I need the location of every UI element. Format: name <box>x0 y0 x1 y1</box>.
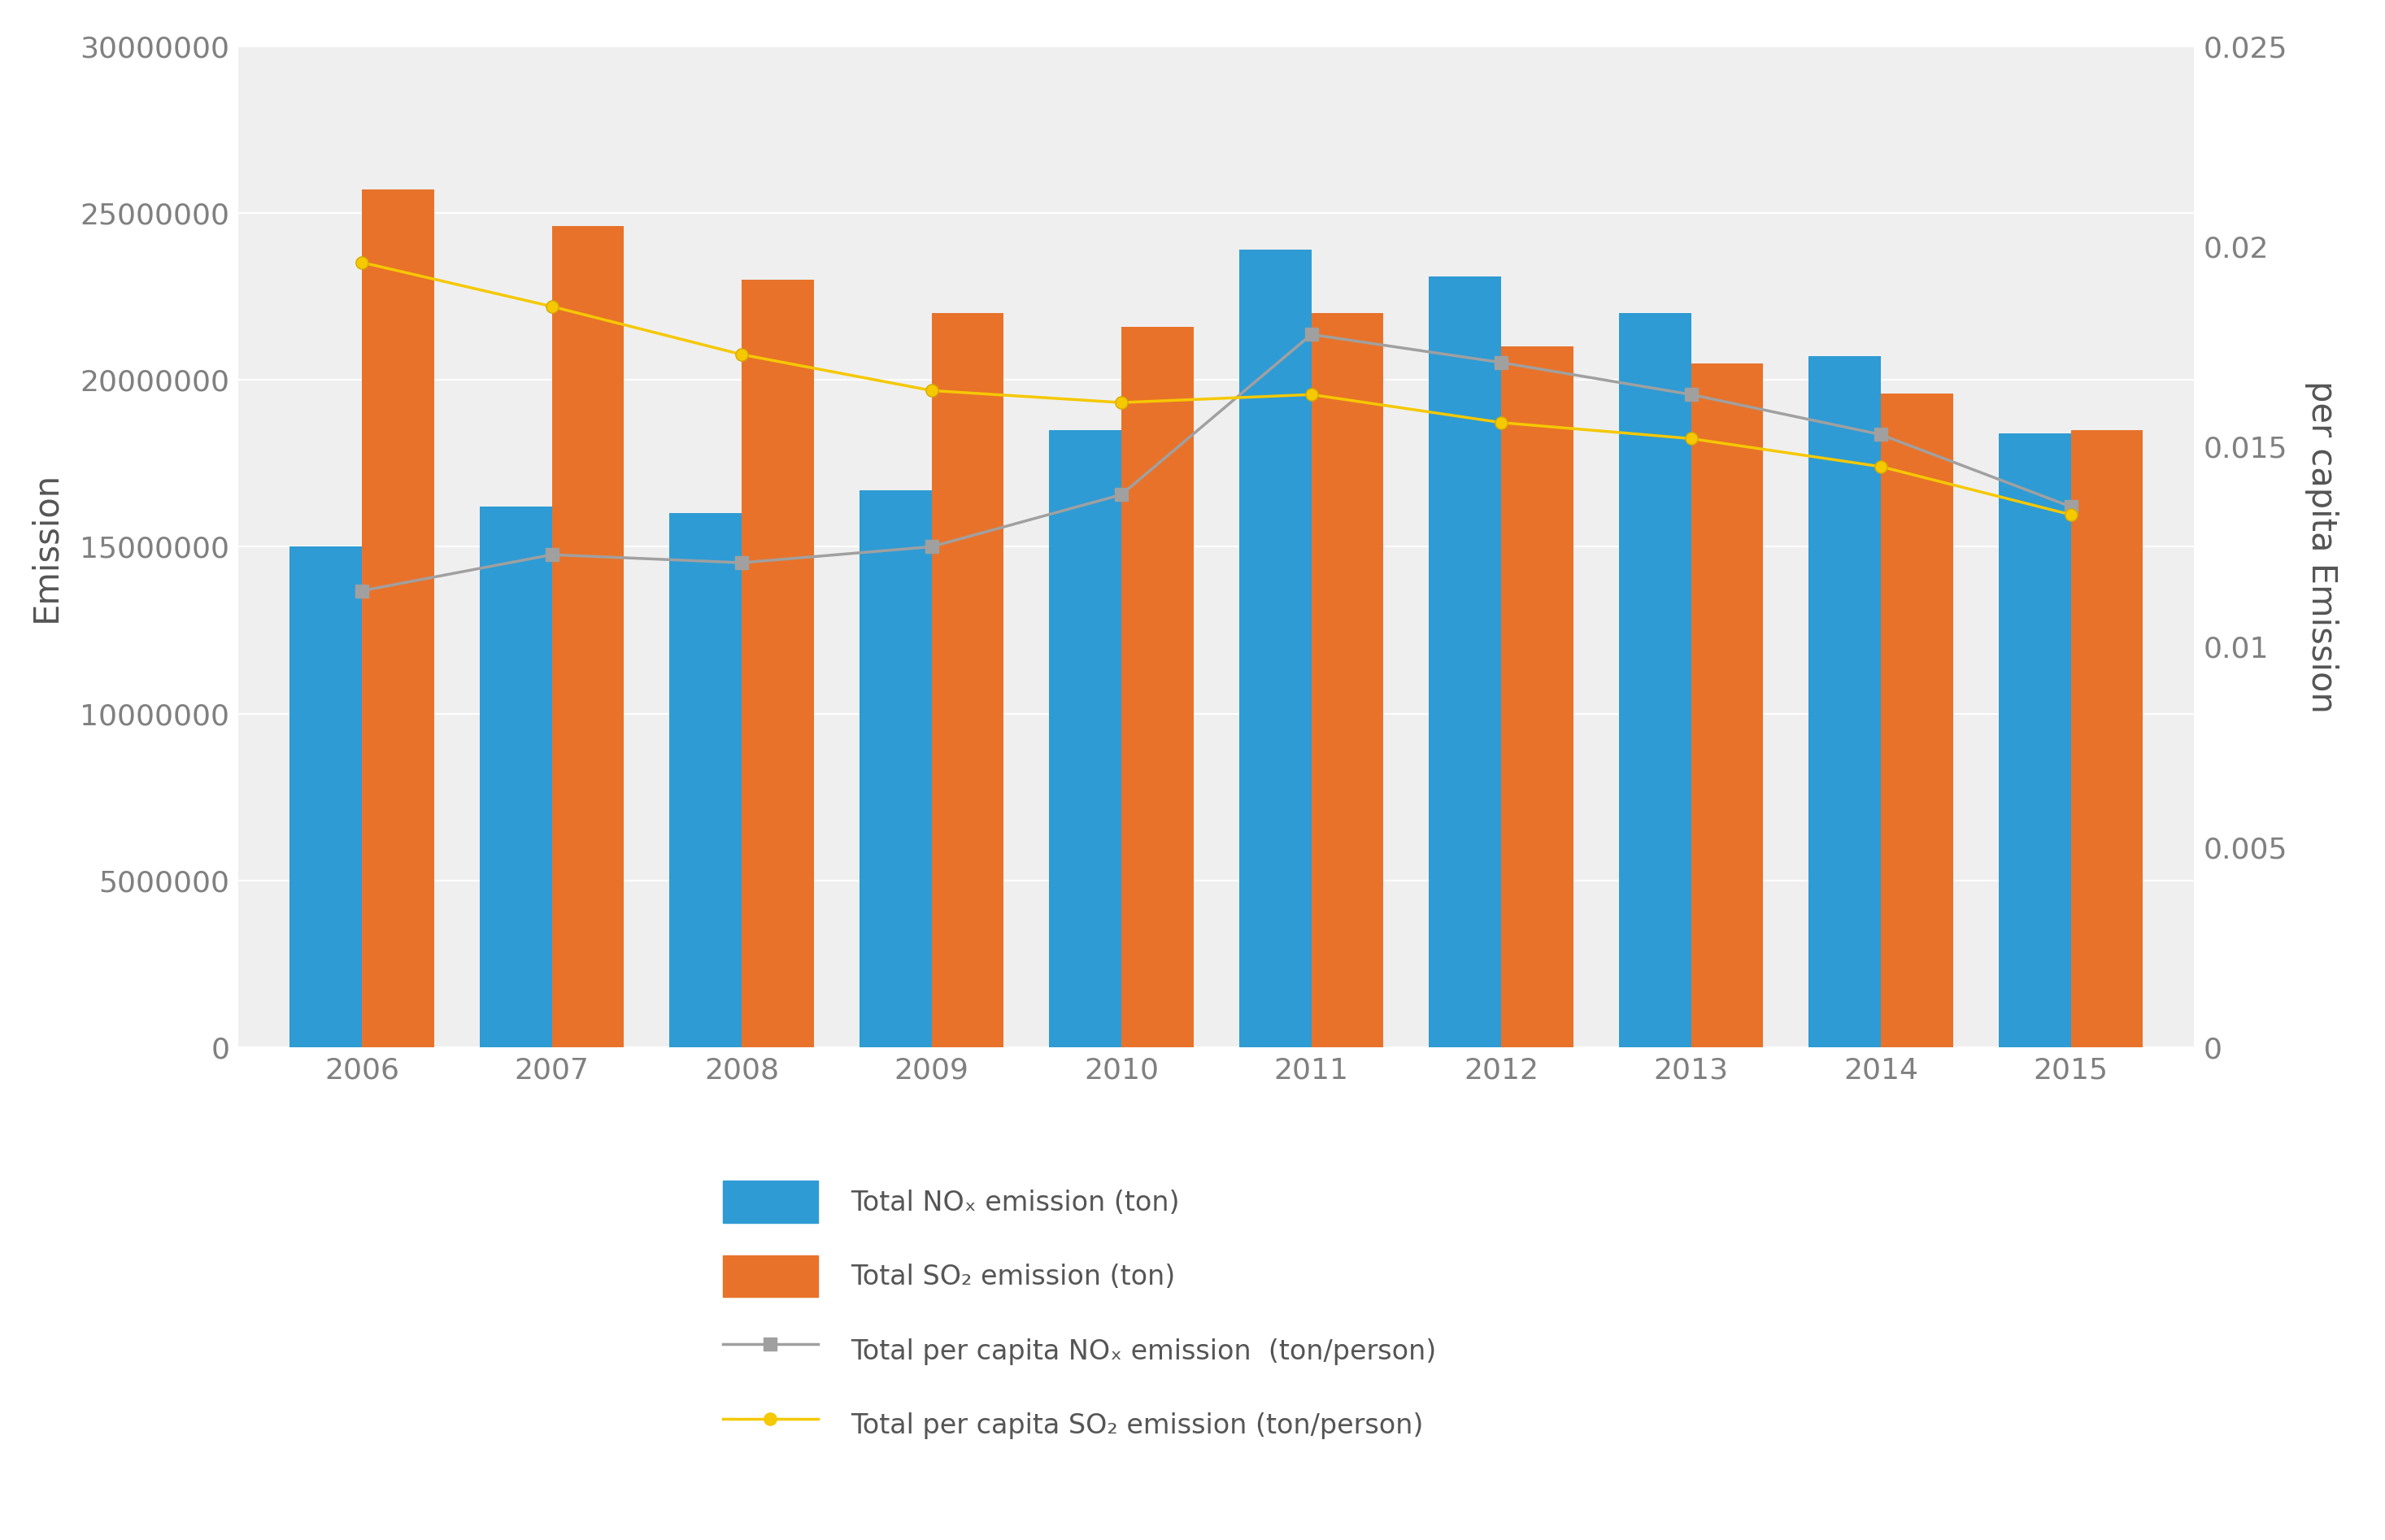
Bar <box>1240 249 1312 1047</box>
Y-axis label: per capita Emission: per capita Emission <box>2304 380 2337 713</box>
Bar <box>1049 430 1121 1047</box>
Bar <box>670 513 742 1047</box>
Bar <box>479 507 551 1047</box>
Y-axis label: Emission: Emission <box>29 471 62 622</box>
Bar <box>1619 313 1691 1047</box>
Bar <box>1808 356 1882 1047</box>
Bar <box>1999 433 2070 1047</box>
Bar <box>2070 430 2144 1047</box>
Bar <box>289 547 363 1047</box>
Bar <box>1500 346 1574 1047</box>
Bar <box>859 490 933 1047</box>
Bar <box>1429 277 1500 1047</box>
Bar <box>1121 326 1192 1047</box>
Legend: Total NOₓ emission (ton), Total SO₂ emission (ton), Total per capita NOₓ emissio: Total NOₓ emission (ton), Total SO₂ emis… <box>723 1181 1436 1446</box>
Bar <box>933 313 1004 1047</box>
Bar <box>551 226 625 1047</box>
Bar <box>363 189 434 1047</box>
Bar <box>1312 313 1383 1047</box>
Bar <box>1882 393 1953 1047</box>
Bar <box>742 280 813 1047</box>
Bar <box>1691 363 1763 1047</box>
